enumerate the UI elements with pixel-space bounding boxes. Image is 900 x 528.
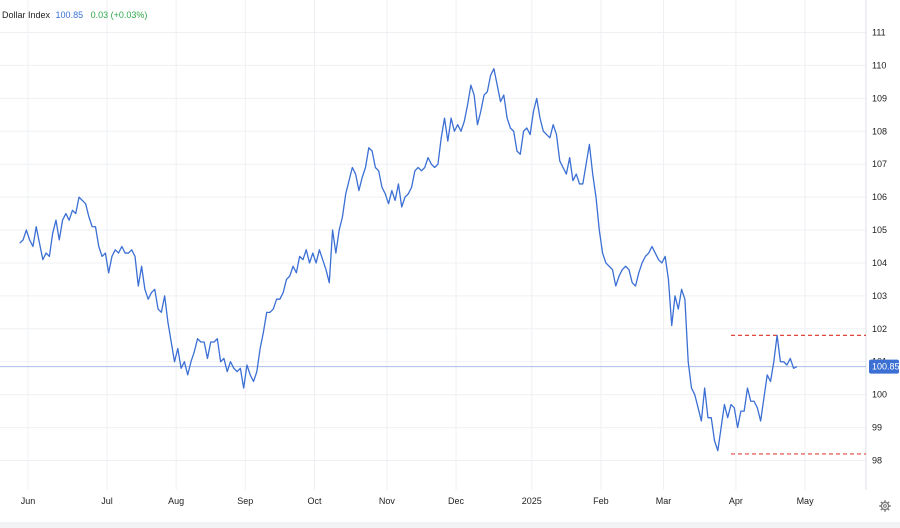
y-tick-label: 102 — [872, 324, 887, 334]
y-tick-label: 108 — [872, 126, 887, 136]
gear-icon — [879, 500, 891, 512]
price-tag-box — [869, 359, 899, 374]
symbol-name: Dollar Index — [2, 10, 51, 20]
x-tick-label: 2025 — [522, 496, 542, 506]
y-tick-label: 100 — [872, 390, 887, 400]
x-tick-label: Aug — [168, 496, 184, 506]
y-tick-label: 104 — [872, 258, 887, 268]
price-line — [19, 68, 798, 452]
x-tick-label: Jul — [101, 496, 113, 506]
x-tick-label: Apr — [729, 496, 743, 506]
x-tick-label: Feb — [593, 496, 609, 506]
chart-header: Dollar Index 100.85 0.03 (+0.03%) — [2, 10, 147, 20]
series-line — [19, 68, 798, 452]
y-tick-label: 99 — [872, 423, 882, 433]
level-lines — [730, 334, 866, 455]
y-tick-label: 109 — [872, 93, 887, 103]
x-tick-label: Nov — [379, 496, 396, 506]
y-tick-label: 106 — [872, 192, 887, 202]
y-tick-label: 103 — [872, 291, 887, 301]
last-value: 100.85 — [55, 10, 84, 20]
y-axis: 9899100101102103104105106107108109110111 — [872, 28, 887, 466]
y-tick-label: 107 — [872, 159, 887, 169]
change-value: 0.03 (+0.03%) — [90, 10, 148, 20]
x-axis: Jun Jul Aug Sep Oct Nov Dec 2025 Feb Mar Apr May — [21, 496, 814, 506]
y-tick-label: 111 — [872, 28, 886, 38]
y-tick-label: 110 — [872, 60, 886, 70]
bottom-bar — [0, 522, 900, 528]
x-tick-label: Oct — [307, 496, 322, 506]
x-tick-label: Mar — [656, 496, 672, 506]
y-tick-label: 105 — [872, 225, 887, 235]
grid — [0, 0, 867, 490]
x-tick-label: May — [797, 496, 815, 506]
x-tick-label: Sep — [237, 496, 253, 506]
settings-button[interactable] — [879, 499, 891, 512]
x-tick-label: Jun — [21, 496, 36, 506]
x-tick-label: Dec — [448, 496, 465, 506]
price-tag-label: 100.85 — [872, 362, 900, 372]
y-tick-label: 98 — [872, 456, 882, 466]
price-tag: 100.85 — [869, 359, 900, 374]
